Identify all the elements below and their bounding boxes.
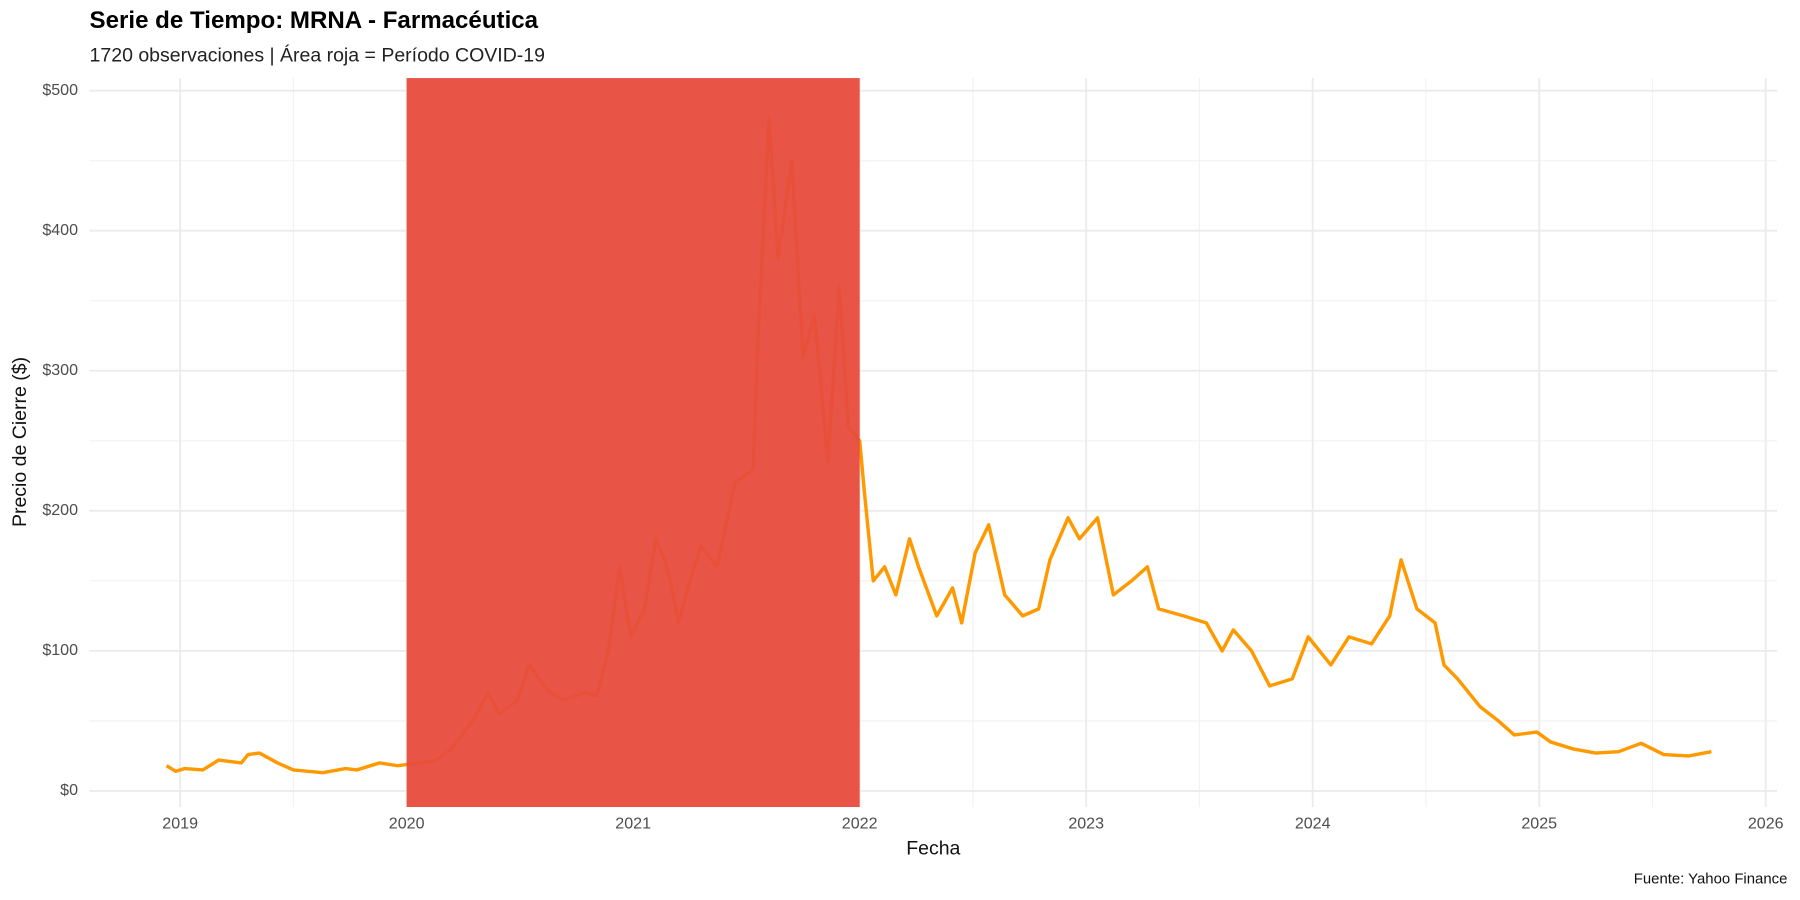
y-tick-label: $0	[60, 781, 78, 799]
chart-title: Serie de Tiempo: MRNA - Farmacéutica	[90, 7, 539, 34]
y-tick-label: $400	[42, 221, 78, 239]
x-axis-label: Fecha	[906, 838, 960, 860]
chart-subtitle: 1720 observaciones | Área roja = Período…	[90, 43, 545, 66]
caption: Fuente: Yahoo Finance	[1634, 870, 1788, 887]
x-tick-label: 2020	[389, 814, 425, 832]
x-tick-label: 2026	[1748, 814, 1784, 832]
price-line	[165, 116, 1712, 775]
x-tick-label: 2019	[162, 814, 198, 832]
x-tick-label: 2024	[1295, 814, 1331, 832]
covid-period	[406, 78, 860, 808]
y-tick-label: $200	[42, 501, 78, 519]
x-tick-label: 2021	[615, 814, 651, 832]
x-tick-label: 2022	[842, 814, 878, 832]
y-tick-label: $300	[42, 361, 78, 379]
y-tick-label: $100	[42, 641, 78, 659]
y-tick-label: $500	[42, 81, 78, 99]
x-tick-label: 2025	[1521, 814, 1557, 832]
x-tick-label: 2023	[1068, 814, 1104, 832]
y-axis-label: Precio de Cierre ($)	[9, 357, 31, 527]
